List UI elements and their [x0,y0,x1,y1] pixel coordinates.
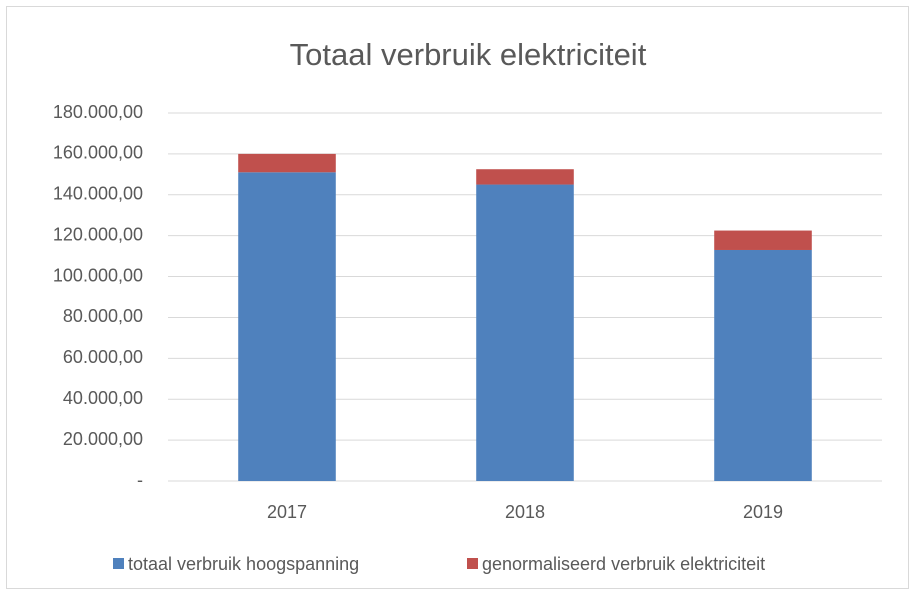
x-tick-label: 2017 [267,502,307,522]
y-tick-label: 140.000,00 [53,184,143,204]
bar-segment [238,172,336,482]
x-tick-label: 2019 [743,502,783,522]
legend-label: totaal verbruik hoogspanning [128,554,359,574]
y-tick-label: - [137,470,143,490]
bar-segment [714,249,812,481]
bar-segment [476,184,574,482]
y-tick-label: 60.000,00 [63,347,143,367]
bar-segment [476,169,574,185]
legend-swatch [467,558,478,569]
legend-swatch [113,558,124,569]
bar-segment [714,230,812,250]
y-tick-label: 160.000,00 [53,143,143,163]
y-tick-label: 40.000,00 [63,388,143,408]
y-tick-label: 20.000,00 [63,429,143,449]
bar-segment [238,153,336,173]
y-tick-label: 120.000,00 [53,224,143,244]
legend-label: genormaliseerd verbruik elektriciteit [482,554,765,574]
y-tick-label: 80.000,00 [63,306,143,326]
chart-title: Totaal verbruik elektriciteit [290,37,647,72]
y-tick-label: 180.000,00 [53,102,143,122]
x-tick-label: 2018 [505,502,545,522]
y-tick-label: 100.000,00 [53,265,143,285]
